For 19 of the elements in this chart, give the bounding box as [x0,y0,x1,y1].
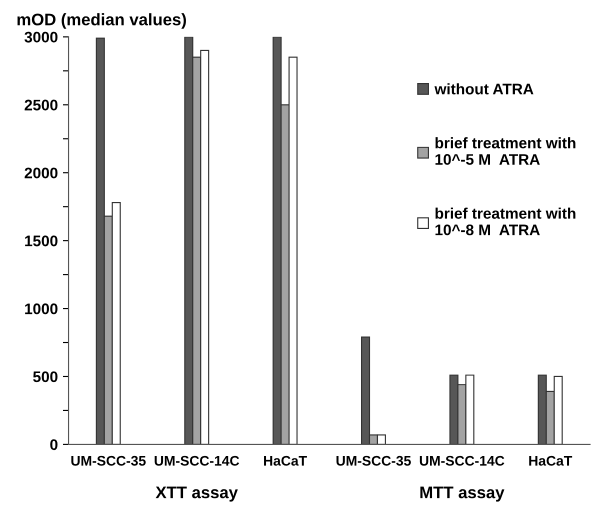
x-tick-label: UM-SCC-35 [336,456,411,466]
legend-label: brief treatment with 10^-8 M ATRA [436,208,576,236]
x-tick-label: HaCaT [264,456,307,466]
y-tick-label: 500 [33,371,58,382]
y-tick-label: 0 [50,439,58,450]
y-tick-label: 3000 [24,32,58,43]
x-tick-label: UM-SCC-14C [420,456,504,466]
y-tick-label: 2500 [24,100,58,110]
x-tick-label: HaCaT [529,456,572,466]
y-tick-label: 1000 [25,303,58,314]
x-tick-label: UM-SCC-14C [154,456,240,466]
y-tick-label: 1500 [25,236,58,246]
text: MTT assay [420,486,504,502]
y-axis-title: mOD (median values) [17,13,186,29]
legend-label: without ATRA [434,83,534,94]
legend-label: brief treatment with 10^-5 M ATRA [436,137,576,165]
y-tick-label: 2000 [24,168,58,178]
text: XTT assay [156,486,238,502]
x-tick-label: UM-SCC-35 [71,456,146,466]
